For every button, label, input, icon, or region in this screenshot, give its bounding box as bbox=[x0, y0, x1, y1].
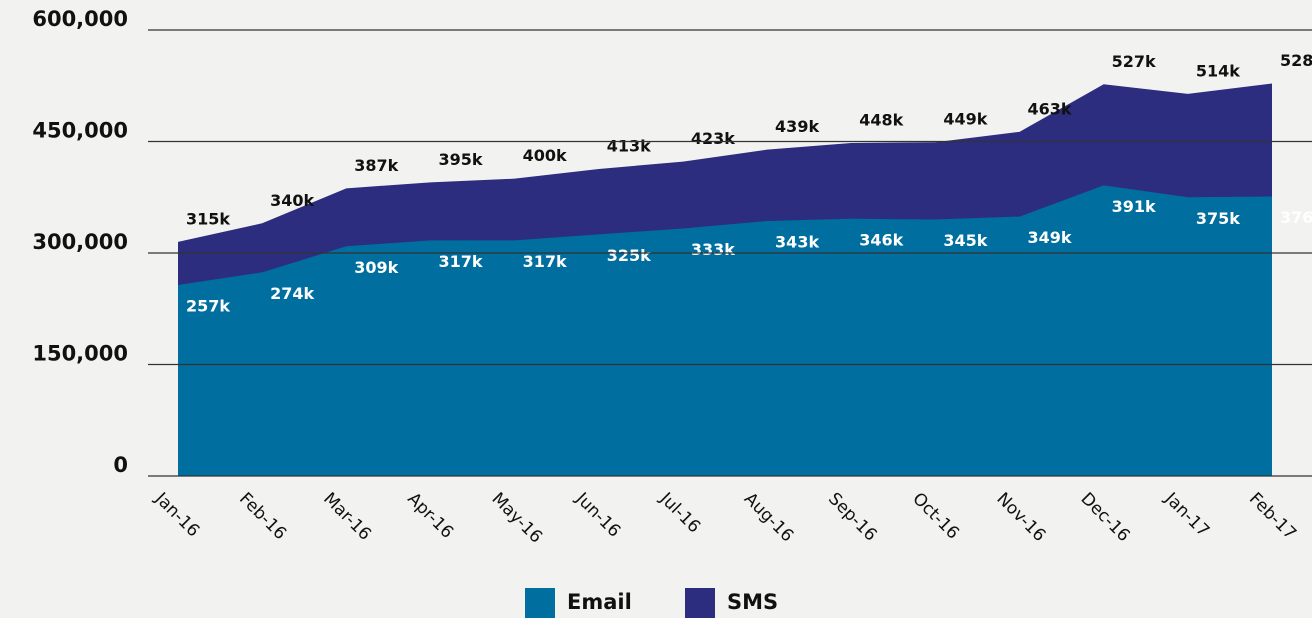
y-tick-label: 300,000 bbox=[32, 230, 128, 254]
y-tick-label: 600,000 bbox=[32, 7, 128, 31]
x-tick-label: Jun-16 bbox=[571, 488, 624, 541]
data-label: 375k bbox=[1196, 209, 1240, 228]
y-tick-label: 0 bbox=[113, 453, 128, 477]
data-label: 376k bbox=[1280, 208, 1312, 227]
x-tick-label: Jan-17 bbox=[1160, 488, 1213, 541]
data-label: 439k bbox=[775, 117, 819, 136]
data-label: 448k bbox=[859, 110, 903, 129]
data-label: 449k bbox=[943, 110, 987, 129]
x-tick-label: Jul-16 bbox=[655, 488, 704, 537]
data-label: 325k bbox=[607, 246, 651, 265]
data-label: 315k bbox=[186, 209, 230, 228]
data-label: 317k bbox=[523, 252, 567, 271]
data-label: 387k bbox=[354, 156, 398, 175]
x-tick-label: Apr-16 bbox=[403, 489, 457, 543]
data-label: 423k bbox=[691, 129, 735, 148]
data-label: 391k bbox=[1112, 197, 1156, 216]
x-tick-label: Feb-17 bbox=[1245, 489, 1300, 544]
legend-item: SMS bbox=[685, 588, 778, 618]
x-tick-label: Jan-16 bbox=[150, 488, 203, 541]
data-label: 343k bbox=[775, 233, 819, 252]
x-tick-label: Mar-16 bbox=[319, 489, 375, 545]
x-tick-label: May-16 bbox=[488, 489, 546, 547]
x-tick-label: Aug-16 bbox=[740, 489, 797, 546]
legend-label: Email bbox=[567, 590, 632, 614]
data-label: 514k bbox=[1196, 61, 1240, 80]
data-label: 349k bbox=[1028, 228, 1072, 247]
data-label: 528k bbox=[1280, 51, 1312, 70]
data-label: 274k bbox=[270, 284, 314, 303]
area bbox=[178, 185, 1272, 476]
y-tick-label: 450,000 bbox=[32, 119, 128, 143]
data-label: 345k bbox=[943, 231, 987, 250]
data-label: 257k bbox=[186, 296, 230, 315]
legend-swatch bbox=[685, 588, 715, 618]
x-tick-label: Dec-16 bbox=[1077, 489, 1134, 546]
data-label: 400k bbox=[523, 146, 567, 165]
x-tick-label: Oct-16 bbox=[908, 489, 963, 544]
data-label: 317k bbox=[438, 252, 482, 271]
x-tick-label: Nov-16 bbox=[992, 489, 1049, 546]
data-label: 463k bbox=[1028, 99, 1072, 118]
legend-label: SMS bbox=[727, 590, 778, 614]
data-label: 346k bbox=[859, 230, 903, 249]
data-label: 333k bbox=[691, 240, 735, 259]
y-tick-label: 150,000 bbox=[32, 342, 128, 366]
data-label: 413k bbox=[607, 137, 651, 156]
data-label: 340k bbox=[270, 191, 314, 210]
legend-item: Email bbox=[525, 588, 632, 618]
data-label: 527k bbox=[1112, 52, 1156, 71]
x-tick-label: Feb-16 bbox=[235, 489, 290, 544]
data-label: 309k bbox=[354, 258, 398, 277]
x-tick-label: Sep-16 bbox=[824, 489, 880, 545]
data-label: 395k bbox=[438, 150, 482, 169]
legend-swatch bbox=[525, 588, 555, 618]
